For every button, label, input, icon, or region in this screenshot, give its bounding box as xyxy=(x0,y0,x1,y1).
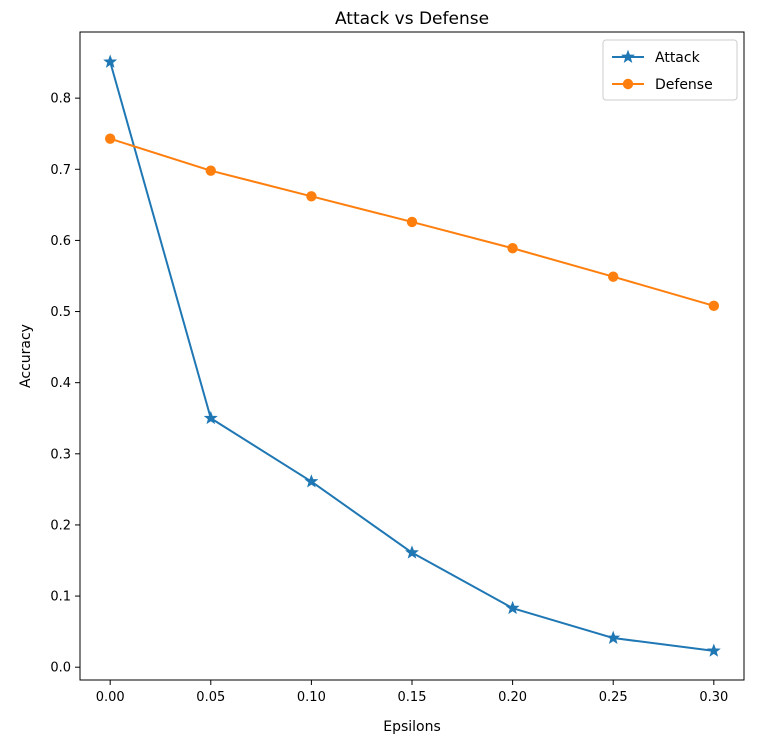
chart-title: Attack vs Defense xyxy=(335,9,489,29)
data-point-attack xyxy=(505,600,520,615)
data-point-attack xyxy=(706,643,721,657)
data-point-attack xyxy=(103,54,118,68)
y-tick-label: 0.8 xyxy=(50,92,71,107)
legend-label-attack: Attack xyxy=(655,50,701,66)
x-tick-label: 0.00 xyxy=(96,690,125,705)
legend-entry-attack: Attack xyxy=(612,49,701,66)
data-point-defense xyxy=(608,271,619,282)
legend-label-defense: Defense xyxy=(655,77,713,93)
y-tick-label: 0.1 xyxy=(50,590,71,605)
x-tick-label: 0.10 xyxy=(297,690,326,705)
legend-marker-defense xyxy=(622,78,634,90)
x-axis: 0.00 0.05 0.10 0.15 0.20 0.25 0.30 xyxy=(96,680,728,705)
y-tick-label: 0.2 xyxy=(50,518,71,533)
data-point-attack xyxy=(203,410,218,425)
series-defense xyxy=(104,133,720,312)
data-point-attack xyxy=(405,545,419,559)
series-attack xyxy=(103,54,721,657)
data-point-defense xyxy=(507,243,518,254)
y-axis-label: Accuracy xyxy=(18,324,34,388)
data-point-defense xyxy=(708,300,720,312)
data-point-attack xyxy=(606,630,621,644)
data-point-defense xyxy=(104,133,116,144)
data-point-defense xyxy=(306,191,317,202)
y-tick-label: 0.7 xyxy=(50,163,71,178)
x-axis-label: Epsilons xyxy=(383,719,441,735)
x-tick-label: 0.15 xyxy=(398,690,427,705)
legend-entry-defense: Defense xyxy=(612,77,713,93)
y-tick-label: 0.5 xyxy=(50,305,71,320)
data-point-defense xyxy=(406,216,418,228)
y-tick-label: 0.3 xyxy=(50,447,71,462)
y-axis: 0.0 0.1 0.2 0.3 0.4 0.5 0.6 0.7 0.8 xyxy=(50,92,80,676)
y-tick-label: 0.4 xyxy=(50,376,71,391)
data-point-attack xyxy=(304,474,319,488)
x-tick-label: 0.20 xyxy=(498,690,527,705)
legend: Attack Defense xyxy=(602,39,738,101)
y-tick-label: 0.0 xyxy=(50,661,71,676)
x-tick-label: 0.25 xyxy=(599,690,628,705)
legend-marker-attack xyxy=(621,49,635,63)
x-tick-label: 0.05 xyxy=(196,690,225,705)
series-layer xyxy=(103,54,721,657)
y-tick-label: 0.6 xyxy=(50,234,71,249)
data-point-defense xyxy=(205,165,216,176)
x-tick-label: 0.30 xyxy=(699,690,728,705)
